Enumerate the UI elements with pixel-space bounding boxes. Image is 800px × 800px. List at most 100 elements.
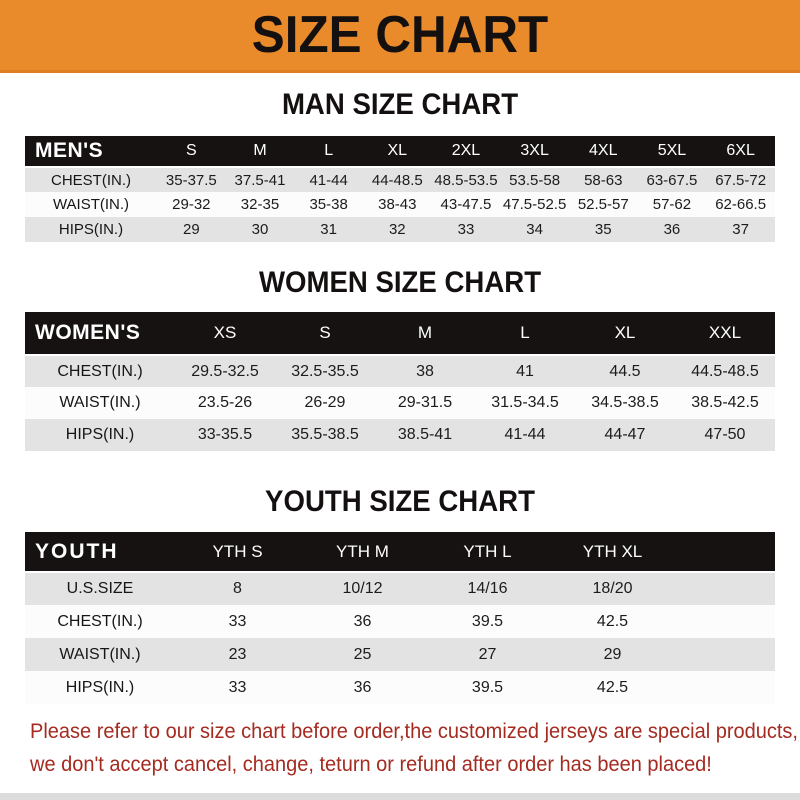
column-header: YTH XL bbox=[550, 532, 675, 573]
size-cell: 38-43 bbox=[378, 196, 417, 213]
column-header: 4XL bbox=[568, 136, 638, 168]
size-cell: 29-32 bbox=[172, 196, 211, 213]
row-label: CHEST(IN.) bbox=[57, 362, 143, 380]
column-header: YTH M bbox=[300, 532, 425, 573]
women-header-label: WOMEN'S bbox=[25, 312, 175, 356]
row-spacer bbox=[675, 638, 775, 671]
size-cell: 36 bbox=[663, 221, 681, 238]
row-label: HIPS(IN.) bbox=[65, 426, 135, 443]
men-section: MAN SIZE CHART MEN'S S M L XL 2XL 3XL 4X… bbox=[0, 88, 800, 242]
column-header: XL bbox=[362, 136, 432, 168]
size-cell: 37 bbox=[732, 221, 749, 238]
order-note: Please refer to our size chart before or… bbox=[0, 715, 800, 781]
size-cell: 32.5-35.5 bbox=[291, 362, 359, 380]
size-cell: 27 bbox=[478, 645, 497, 663]
size-cell: 63-67.5 bbox=[646, 171, 698, 189]
size-cell: 35-38 bbox=[309, 196, 348, 213]
size-cell: 41-44 bbox=[309, 171, 348, 189]
row-spacer bbox=[675, 572, 775, 605]
column-header: YTH S bbox=[175, 532, 300, 573]
size-cell: 31 bbox=[320, 221, 337, 238]
women-waist-row: WAIST(IN.) 23.5-26 26-29 29-31.5 31.5-34… bbox=[25, 387, 775, 419]
size-cell: 32-35 bbox=[240, 196, 280, 213]
size-cell: 44-48.5 bbox=[371, 171, 423, 189]
women-hips-row: HIPS(IN.) 33-35.5 35.5-38.5 38.5-41 41-4… bbox=[25, 419, 775, 451]
men-section-title: MAN SIZE CHART bbox=[281, 88, 519, 121]
column-header: XS bbox=[175, 312, 275, 356]
column-header: YTH L bbox=[425, 532, 550, 573]
column-header: 6XL bbox=[706, 136, 775, 168]
row-label: HIPS(IN.) bbox=[58, 221, 124, 238]
size-cell: 29.5-32.5 bbox=[191, 362, 259, 380]
column-header: L bbox=[294, 136, 363, 168]
size-cell: 41 bbox=[516, 362, 534, 380]
size-cell: 38.5-42.5 bbox=[691, 394, 759, 411]
column-header: S bbox=[275, 312, 375, 356]
header-spacer bbox=[675, 532, 775, 573]
banner-title: SIZE CHART bbox=[251, 6, 549, 64]
bottom-edge-strip bbox=[0, 793, 800, 800]
men-header-row: MEN'S S M L XL 2XL 3XL 4XL 5XL 6XL bbox=[25, 136, 775, 168]
size-cell: 42.5 bbox=[596, 678, 629, 696]
column-header: XXL bbox=[675, 312, 775, 356]
size-cell: 26-29 bbox=[304, 394, 346, 411]
youth-section-title: YOUTH SIZE CHART bbox=[265, 485, 535, 518]
row-label: CHEST(IN.) bbox=[51, 171, 131, 189]
youth-size-table: YOUTH YTH S YTH M YTH L YTH XL U.S.SIZE … bbox=[25, 532, 775, 704]
order-note-line2: we don't accept cancel, change, teturn o… bbox=[30, 752, 712, 776]
size-cell: 38 bbox=[416, 362, 434, 380]
column-header: S bbox=[157, 136, 226, 168]
row-label: WAIST(IN.) bbox=[59, 645, 141, 663]
size-cell: 23.5-26 bbox=[197, 394, 253, 411]
size-cell: 31.5-34.5 bbox=[491, 394, 559, 411]
row-label: WAIST(IN.) bbox=[52, 196, 130, 213]
men-size-table: MEN'S S M L XL 2XL 3XL 4XL 5XL 6XL CHEST… bbox=[25, 136, 775, 242]
size-cell: 29 bbox=[603, 645, 622, 663]
youth-waist-row: WAIST(IN.) 23 25 27 29 bbox=[25, 638, 775, 671]
size-cell: 10/12 bbox=[342, 580, 383, 597]
size-cell: 33-35.5 bbox=[197, 426, 253, 443]
size-cell: 33 bbox=[228, 612, 247, 630]
size-cell: 32 bbox=[388, 221, 406, 238]
row-label: CHEST(IN.) bbox=[57, 612, 143, 630]
size-cell: 8 bbox=[233, 580, 242, 597]
size-cell: 53.5-58 bbox=[509, 171, 561, 189]
men-chest-row: CHEST(IN.) 35-37.5 37.5-41 41-44 44-48.5… bbox=[25, 167, 775, 192]
column-header: M bbox=[375, 312, 475, 356]
women-header-row: WOMEN'S XS S M L XL XXL bbox=[25, 312, 775, 356]
column-header: M bbox=[225, 136, 295, 168]
size-cell: 36 bbox=[353, 612, 372, 630]
size-cell: 57-62 bbox=[652, 196, 692, 213]
size-cell: 44.5-48.5 bbox=[691, 362, 759, 380]
size-cell: 39.5 bbox=[471, 612, 504, 630]
youth-hips-row: HIPS(IN.) 33 36 39.5 42.5 bbox=[25, 671, 775, 704]
women-chest-row: CHEST(IN.) 29.5-32.5 32.5-35.5 38 41 44.… bbox=[25, 355, 775, 387]
size-cell: 58-63 bbox=[584, 171, 623, 189]
men-hips-row: HIPS(IN.) 29 30 31 32 33 34 35 36 37 bbox=[25, 217, 775, 242]
men-waist-row: WAIST(IN.) 29-32 32-35 35-38 38-43 43-47… bbox=[25, 192, 775, 217]
size-cell: 38.5-41 bbox=[397, 426, 453, 443]
youth-header-label: YOUTH bbox=[25, 532, 175, 573]
size-cell: 14/16 bbox=[467, 580, 508, 597]
column-header: 5XL bbox=[637, 136, 707, 168]
row-spacer bbox=[675, 671, 775, 704]
women-section-title: WOMEN SIZE CHART bbox=[258, 266, 542, 299]
size-cell: 47.5-52.5 bbox=[502, 196, 567, 213]
women-size-table: WOMEN'S XS S M L XL XXL CHEST(IN.) 29.5-… bbox=[25, 312, 775, 451]
size-cell: 34 bbox=[526, 221, 543, 238]
row-label: U.S.SIZE bbox=[66, 580, 134, 597]
size-cell: 33 bbox=[228, 678, 247, 696]
youth-chest-row: CHEST(IN.) 33 36 39.5 42.5 bbox=[25, 605, 775, 638]
row-label: HIPS(IN.) bbox=[65, 678, 135, 696]
column-header: L bbox=[475, 312, 575, 356]
women-section: WOMEN SIZE CHART WOMEN'S XS S M L XL XXL… bbox=[0, 266, 800, 451]
size-chart-banner: SIZE CHART bbox=[0, 0, 800, 73]
size-cell: 36 bbox=[353, 678, 372, 696]
size-cell: 33 bbox=[457, 221, 475, 238]
column-header: 3XL bbox=[500, 136, 569, 168]
column-header: 2XL bbox=[431, 136, 501, 168]
size-cell: 41-44 bbox=[504, 426, 546, 443]
column-header: XL bbox=[575, 312, 675, 356]
order-note-line1: Please refer to our size chart before or… bbox=[30, 719, 798, 743]
size-cell: 23 bbox=[228, 645, 247, 663]
